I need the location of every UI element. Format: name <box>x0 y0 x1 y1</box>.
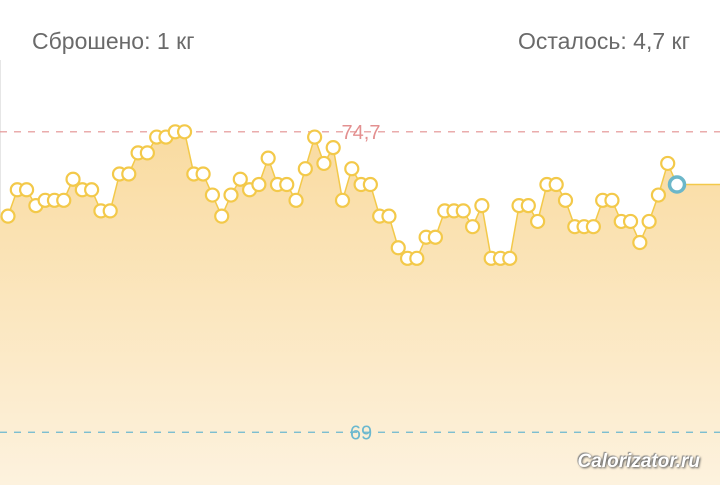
point <box>464 219 481 235</box>
point <box>409 250 425 266</box>
point <box>102 203 118 219</box>
point <box>344 161 360 177</box>
point <box>297 161 313 177</box>
watermark: Calorizator.ru <box>577 451 700 472</box>
point <box>604 192 620 208</box>
point <box>474 197 490 214</box>
point <box>641 213 657 230</box>
point <box>65 171 81 187</box>
remaining-label: Осталось: 4,7 кг <box>517 28 690 54</box>
point <box>362 176 378 193</box>
lost-label: Сброшено: 1 кг <box>32 28 195 54</box>
point <box>622 213 639 230</box>
point <box>260 150 276 166</box>
point <box>56 192 72 208</box>
point <box>279 176 295 193</box>
point <box>632 234 648 251</box>
point <box>176 124 193 140</box>
point <box>18 182 35 198</box>
point <box>0 208 16 224</box>
current-point <box>667 175 687 194</box>
point <box>251 176 267 193</box>
point <box>390 240 406 256</box>
point <box>334 192 351 208</box>
reference-label: 69 <box>350 423 372 445</box>
point <box>325 140 341 156</box>
point <box>585 219 601 235</box>
point <box>520 197 536 214</box>
point <box>381 208 397 224</box>
point <box>195 166 211 182</box>
point <box>650 187 667 203</box>
point <box>316 155 332 172</box>
point <box>455 203 471 219</box>
point <box>84 182 100 198</box>
reference-label: 74,7 <box>342 122 381 144</box>
point <box>427 229 444 245</box>
point <box>307 129 323 145</box>
point <box>223 187 239 203</box>
point <box>548 176 564 193</box>
point <box>204 187 221 203</box>
point <box>557 192 574 208</box>
point <box>139 145 155 161</box>
point <box>530 213 546 230</box>
point <box>660 155 676 172</box>
point <box>288 192 304 208</box>
point <box>232 171 248 187</box>
point <box>214 208 230 224</box>
point <box>121 166 137 182</box>
point <box>502 250 518 266</box>
header-band <box>0 0 720 60</box>
